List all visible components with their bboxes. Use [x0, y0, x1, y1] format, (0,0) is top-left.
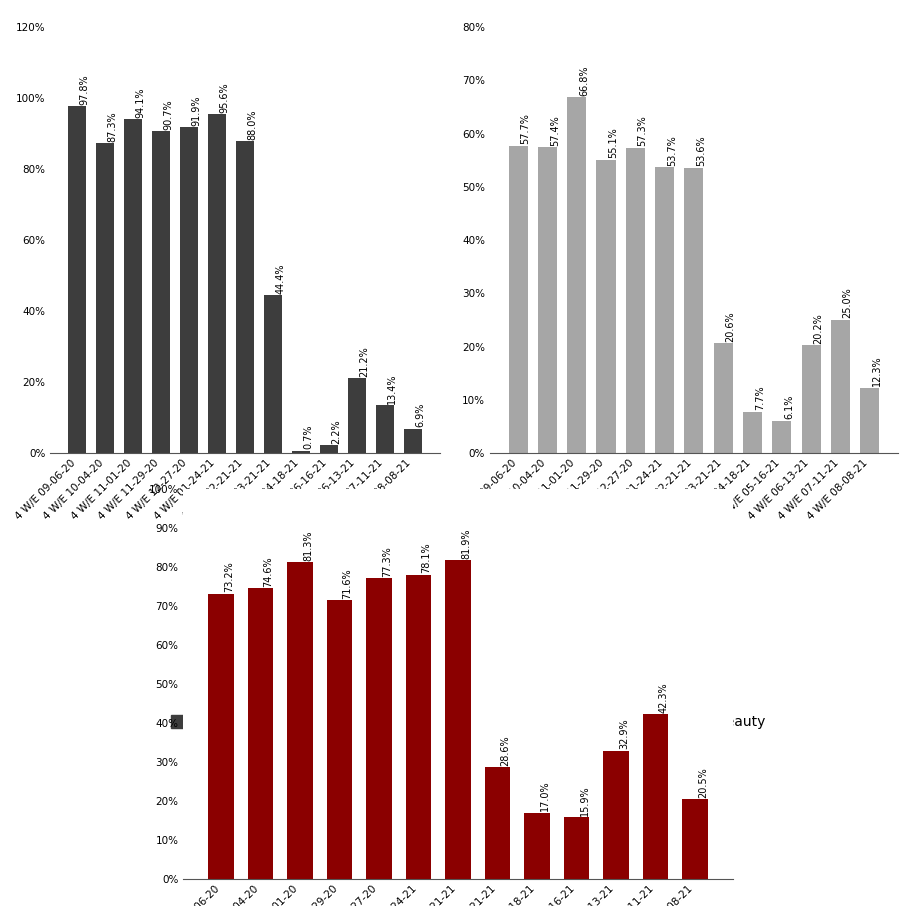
- Text: 81.3%: 81.3%: [303, 530, 313, 561]
- Text: 73.2%: 73.2%: [224, 562, 234, 593]
- Bar: [180, 127, 198, 453]
- Text: 44.4%: 44.4%: [275, 264, 285, 294]
- Text: 66.8%: 66.8%: [579, 65, 589, 96]
- Text: 95.6%: 95.6%: [219, 82, 229, 112]
- Bar: [655, 168, 674, 453]
- Bar: [264, 295, 282, 453]
- Text: 17.0%: 17.0%: [540, 781, 551, 812]
- Text: 77.3%: 77.3%: [382, 545, 392, 576]
- Text: 7.7%: 7.7%: [755, 386, 765, 410]
- Bar: [743, 412, 762, 453]
- Bar: [366, 578, 392, 879]
- Text: 55.1%: 55.1%: [608, 128, 618, 159]
- Text: 20.6%: 20.6%: [725, 311, 736, 342]
- Text: 57.3%: 57.3%: [638, 116, 648, 147]
- Text: 15.9%: 15.9%: [580, 786, 590, 815]
- Bar: [772, 420, 791, 453]
- Bar: [682, 799, 708, 879]
- Bar: [563, 817, 589, 879]
- Bar: [831, 320, 850, 453]
- Text: 78.1%: 78.1%: [421, 543, 431, 573]
- Bar: [376, 406, 394, 453]
- Text: 88.0%: 88.0%: [247, 109, 257, 140]
- Bar: [643, 714, 669, 879]
- Bar: [802, 345, 821, 453]
- Bar: [860, 388, 879, 453]
- Bar: [596, 159, 616, 453]
- Bar: [152, 131, 170, 453]
- Text: 0.7%: 0.7%: [303, 425, 313, 449]
- Text: 42.3%: 42.3%: [659, 682, 669, 713]
- Bar: [208, 593, 234, 879]
- Text: 90.7%: 90.7%: [163, 100, 173, 130]
- Bar: [524, 813, 550, 879]
- Text: 53.7%: 53.7%: [667, 135, 677, 166]
- Text: 87.3%: 87.3%: [107, 111, 117, 142]
- Text: 57.7%: 57.7%: [520, 113, 530, 144]
- Text: 53.6%: 53.6%: [696, 136, 706, 166]
- Bar: [292, 450, 311, 453]
- Bar: [684, 168, 703, 453]
- Legend: Health & Beauty: Health & Beauty: [623, 716, 765, 729]
- Text: 21.2%: 21.2%: [359, 346, 369, 377]
- Bar: [445, 560, 471, 879]
- Text: 20.2%: 20.2%: [813, 313, 823, 344]
- Text: 2.2%: 2.2%: [332, 419, 341, 444]
- Text: 6.1%: 6.1%: [784, 394, 794, 419]
- Bar: [538, 148, 557, 453]
- Bar: [348, 378, 366, 453]
- Text: 28.6%: 28.6%: [501, 736, 510, 766]
- Bar: [247, 588, 273, 879]
- Text: 32.9%: 32.9%: [619, 718, 629, 749]
- Bar: [124, 119, 142, 453]
- Bar: [485, 767, 510, 879]
- Text: 12.3%: 12.3%: [872, 355, 882, 386]
- Bar: [320, 445, 338, 453]
- Text: 81.9%: 81.9%: [461, 528, 471, 559]
- Text: 6.9%: 6.9%: [415, 403, 425, 428]
- Bar: [404, 429, 422, 453]
- Bar: [208, 114, 226, 453]
- Text: 91.9%: 91.9%: [191, 95, 202, 126]
- Bar: [406, 574, 431, 879]
- Text: 57.4%: 57.4%: [550, 115, 560, 146]
- Bar: [603, 751, 628, 879]
- Bar: [288, 562, 313, 879]
- Legend: Food & Beverage: Food & Beverage: [171, 716, 319, 729]
- Text: 13.4%: 13.4%: [387, 374, 398, 404]
- Text: 74.6%: 74.6%: [264, 556, 274, 587]
- Text: 94.1%: 94.1%: [136, 88, 146, 118]
- Bar: [567, 98, 586, 453]
- Bar: [714, 343, 733, 453]
- Bar: [626, 148, 645, 453]
- Bar: [96, 143, 114, 453]
- Text: 20.5%: 20.5%: [698, 767, 708, 798]
- Text: 97.8%: 97.8%: [80, 74, 90, 105]
- Bar: [327, 600, 353, 879]
- Text: 71.6%: 71.6%: [343, 568, 353, 599]
- Bar: [508, 146, 528, 453]
- Bar: [68, 106, 86, 453]
- Text: 25.0%: 25.0%: [843, 287, 853, 318]
- Bar: [236, 140, 254, 453]
